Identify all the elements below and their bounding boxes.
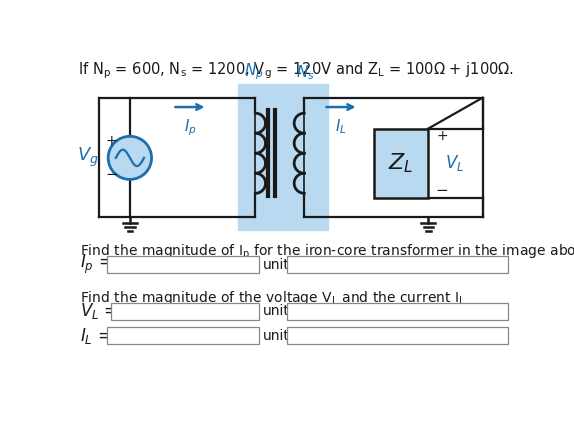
Text: +: + [436, 129, 448, 143]
Text: $N_p$: $N_p$ [244, 61, 263, 82]
Text: If N$_\mathregular{p}$ = 600, N$_\mathregular{s}$ = 1200, V$_\mathregular{g}$ = : If N$_\mathregular{p}$ = 600, N$_\mathre… [78, 61, 514, 81]
Bar [287, 327, 508, 344]
Text: $Z_L$: $Z_L$ [389, 151, 414, 175]
Text: −: − [105, 167, 118, 182]
Text: +: + [106, 134, 117, 148]
Bar [238, 84, 328, 230]
Circle shape [108, 136, 152, 179]
Bar [107, 327, 258, 344]
Text: $V_L$ =: $V_L$ = [80, 301, 117, 321]
Text: $I_p$: $I_p$ [184, 117, 196, 138]
Text: $V_L$: $V_L$ [445, 153, 464, 173]
Text: $I_L$ =: $I_L$ = [80, 326, 111, 346]
Text: units: units [262, 304, 296, 318]
Text: $N_s$: $N_s$ [296, 63, 315, 82]
Text: Find the magnitude of I$_\mathregular{p}$ for the iron-core transformer in the i: Find the magnitude of I$_\mathregular{p}… [80, 243, 574, 262]
Bar [287, 256, 508, 273]
Text: units: units [262, 258, 296, 272]
Text: $V_g$: $V_g$ [77, 146, 99, 169]
Bar [111, 303, 258, 319]
Text: −: − [436, 183, 448, 198]
Text: Find the magnitude of the voltage V$_\mathregular{L}$ and the current I$_\mathre: Find the magnitude of the voltage V$_\ma… [80, 289, 466, 307]
Bar [287, 303, 508, 319]
Text: units: units [262, 329, 296, 343]
Bar [107, 256, 258, 273]
Text: $I_L$: $I_L$ [335, 117, 347, 136]
Bar [374, 129, 428, 198]
Text: $I_p$ =: $I_p$ = [80, 253, 112, 276]
